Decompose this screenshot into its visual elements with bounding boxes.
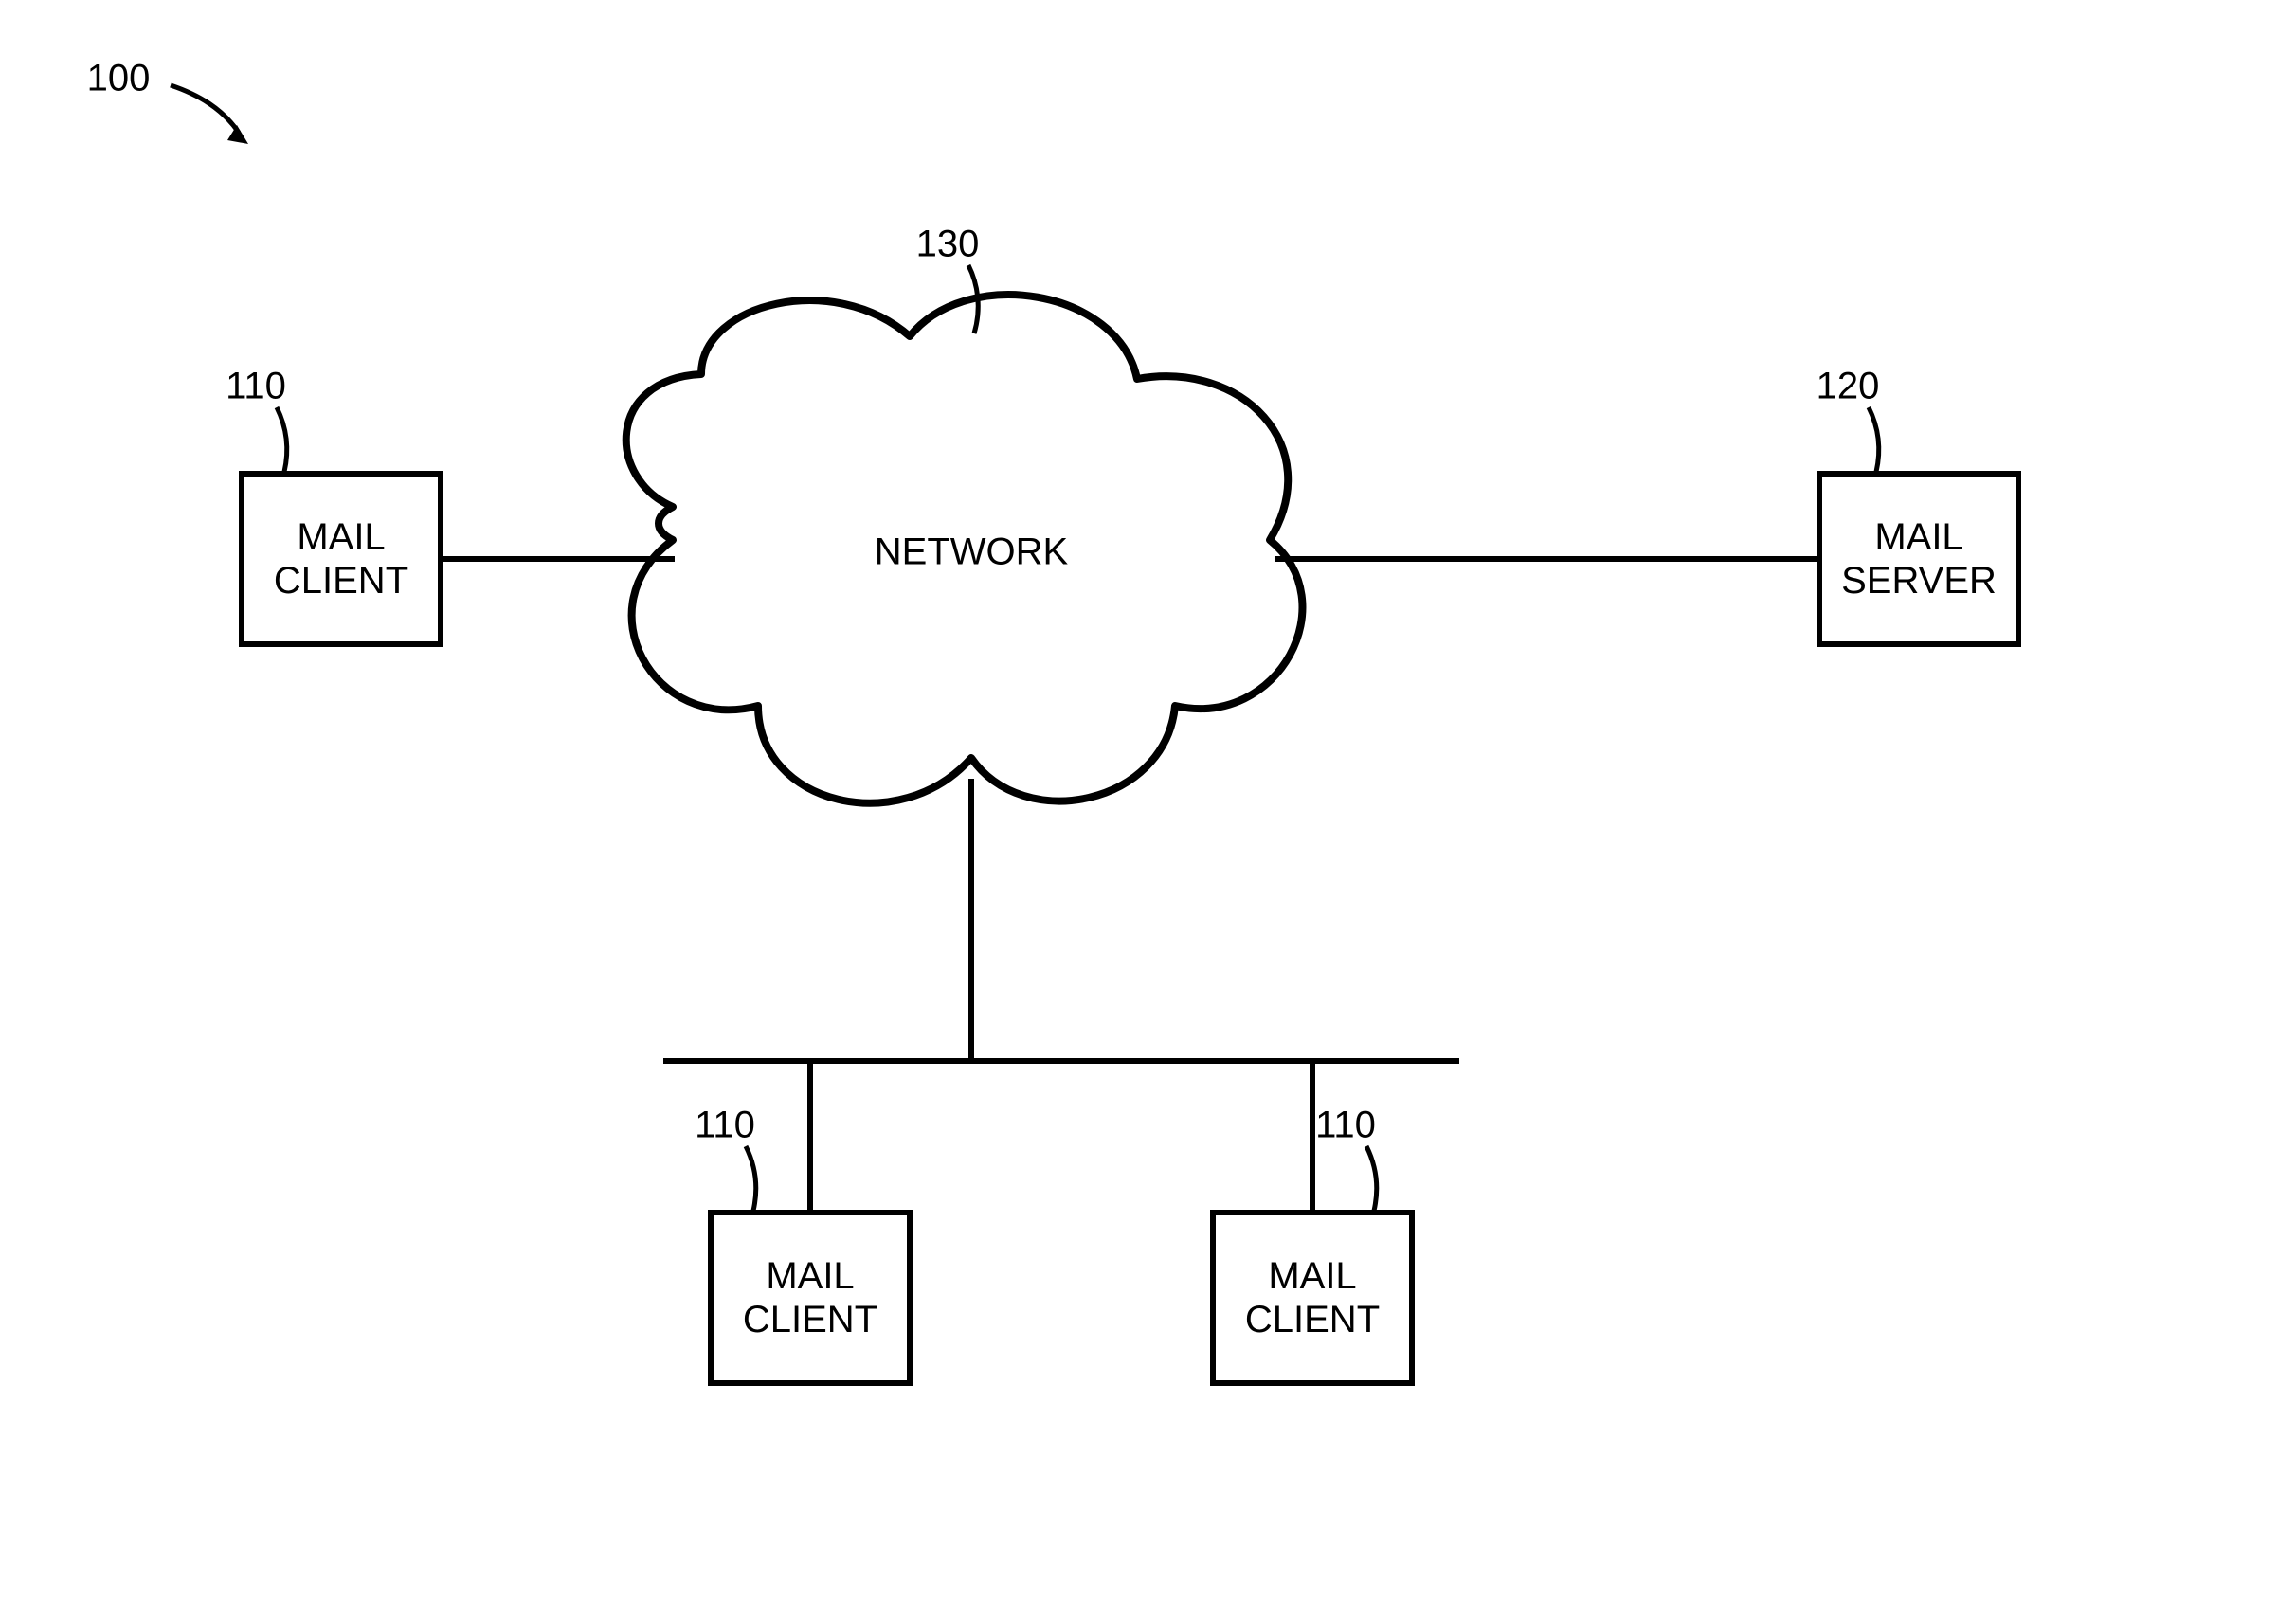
mail_client_bottom_left-ref-leader xyxy=(746,1146,756,1211)
mail_client_bottom_right-label-line: MAIL xyxy=(1268,1255,1356,1297)
mail_server-ref-leader xyxy=(1869,407,1879,472)
mail_client_bottom_left-label-line: CLIENT xyxy=(743,1299,877,1340)
mail_server-node: MAILSERVER xyxy=(1819,474,2018,644)
mail_client_bottom_left-ref: 110 xyxy=(695,1105,755,1146)
mail_client_bottom_right-ref: 110 xyxy=(1315,1105,1376,1146)
mail_server-label-line: MAIL xyxy=(1874,516,1962,558)
mail_server-ref: 120 xyxy=(1817,366,1880,407)
mail_client_left-ref-leader xyxy=(277,407,287,472)
figure-ref-arrow-shaft xyxy=(171,85,239,133)
mail_client_left-label-line: CLIENT xyxy=(274,560,408,602)
network-cloud-ref: 130 xyxy=(916,224,980,265)
mail_client_bottom_left-node: MAILCLIENT xyxy=(711,1213,910,1383)
mail_client_left-ref: 110 xyxy=(226,366,286,407)
mail_client_bottom_right-ref-leader xyxy=(1366,1146,1377,1211)
figure-ref-label: 100 xyxy=(87,58,151,99)
mail_client_bottom_left-label-line: MAIL xyxy=(766,1255,854,1297)
mail_client_bottom_right-label-line: CLIENT xyxy=(1245,1299,1380,1340)
mail_client_bottom_right-node: MAILCLIENT xyxy=(1213,1213,1412,1383)
mail_client_left-label-line: MAIL xyxy=(297,516,385,558)
figure-ref-arrow-head xyxy=(227,125,248,144)
mail_server-label-line: SERVER xyxy=(1841,560,1997,602)
mail_client_left-node: MAILCLIENT xyxy=(242,474,441,644)
network-cloud-label: NETWORK xyxy=(875,531,1069,573)
